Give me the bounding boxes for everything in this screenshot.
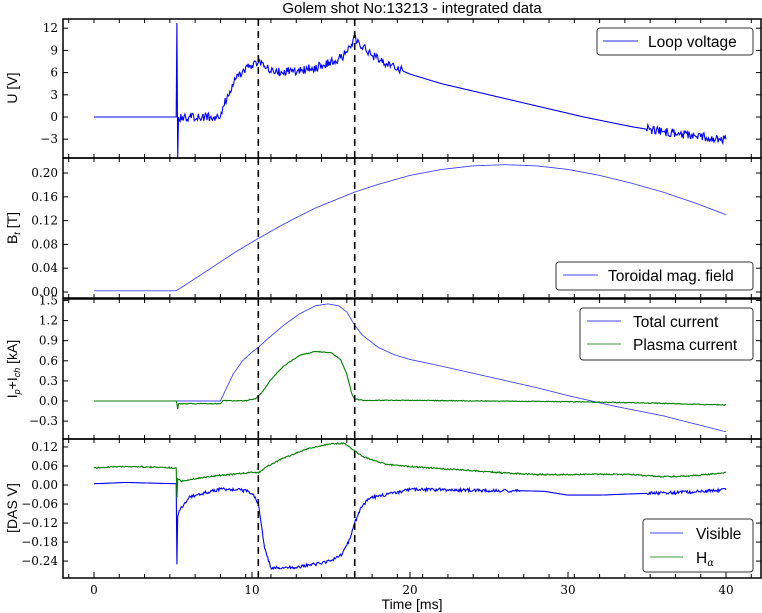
y-axis-label: Ip+Ich [kA] <box>4 340 22 399</box>
legend-das: Visible Hα <box>642 518 754 573</box>
legend-currents: Total current Plasma current <box>579 307 754 361</box>
legend-label-total-current: Total current <box>633 314 719 331</box>
y-tick-label: 3 <box>50 88 58 102</box>
y-tick-label: −0.06 <box>21 497 58 511</box>
legend-label-h-alpha: Hα <box>696 550 714 569</box>
y-tick-label: 12 <box>43 21 58 35</box>
axes-frame <box>62 438 762 579</box>
series-toroidal-mag-field <box>94 164 727 292</box>
series-h-alpha <box>93 442 727 498</box>
x-tick-label: 30 <box>560 583 575 597</box>
y-axis-label: [DAS V] <box>4 483 20 533</box>
legend-loop-voltage: Loop voltage <box>596 27 754 56</box>
series-group <box>94 22 727 158</box>
y-tick-label: 0.08 <box>31 237 58 251</box>
y-tick-label: 0.00 <box>31 478 58 492</box>
subplot-currents: 1.5 1.2 0.9 0.6 0.3 0.0 −0.3 Ip+Ich [kA] <box>4 294 762 440</box>
y-tick-label: 0.6 <box>39 354 58 368</box>
legend-box <box>579 307 754 361</box>
y-tick-label: 0.12 <box>31 440 58 454</box>
axes-frame <box>62 157 762 299</box>
series-group <box>94 164 727 292</box>
y-tick-label: 9 <box>50 43 58 57</box>
series-plasma-current <box>94 350 727 410</box>
y-tick-label: 0.20 <box>31 166 58 180</box>
y-tick-label: −0.18 <box>21 535 58 549</box>
y-tick-label: 0.06 <box>31 459 58 473</box>
y-tick-label: 0.0 <box>39 394 58 408</box>
series-loop-voltage <box>94 22 727 158</box>
y-tick-label: 6 <box>50 66 58 80</box>
y-axis-label: Bt [T] <box>4 212 22 244</box>
y-tick-label: 0.12 <box>31 214 58 228</box>
x-tick-label: 20 <box>402 583 417 597</box>
subplot-das_signals: 0.12 0.06 0.00 −0.06 −0.12 −0.18 −0.24 [DAS V] <box>4 438 762 579</box>
series-total-current <box>94 303 727 433</box>
legend-box <box>555 261 754 291</box>
legend-label-toroidal-field: Toroidal mag. field <box>608 268 734 285</box>
y-tick-label: 0.3 <box>39 374 58 388</box>
y-tick-label: −0.3 <box>29 414 58 428</box>
y-tick-label: 0.16 <box>31 190 58 204</box>
y-tick-label: 0.9 <box>39 334 58 348</box>
y-tick-label: −3 <box>40 132 58 146</box>
x-axis-label: Time [ms] <box>382 596 443 612</box>
series-group <box>93 442 727 571</box>
series-group <box>94 303 727 433</box>
x-tick-label: 0 <box>90 583 98 597</box>
legend-label-visible: Visible <box>696 526 741 543</box>
legend-toroidal-field: Toroidal mag. field <box>555 261 754 291</box>
legend-label-loop-voltage: Loop voltage <box>648 34 737 51</box>
x-tick-label: 10 <box>244 583 259 597</box>
legend-label-plasma-current: Plasma current <box>633 337 738 354</box>
y-tick-label: 1.5 <box>39 294 58 308</box>
subplot-toroidal_field: 0.20 0.16 0.12 0.08 0.04 0.00 Bt [T] <box>4 157 762 299</box>
series-visible <box>94 481 727 571</box>
y-tick-label: −0.24 <box>21 554 58 568</box>
x-tick-label: 40 <box>718 583 733 597</box>
legend-box <box>642 518 754 573</box>
y-tick-label: 0.04 <box>31 261 58 275</box>
chart-title: Golem shot No:13213 - integrated data <box>282 0 542 17</box>
y-tick-label: −0.12 <box>21 516 58 530</box>
y-tick-label: 0.00 <box>31 285 58 299</box>
y-tick-label: 0 <box>50 110 58 124</box>
y-tick-label: 1.2 <box>39 314 58 328</box>
legend-box <box>596 27 754 56</box>
y-axis-label: U [V] <box>4 72 20 103</box>
